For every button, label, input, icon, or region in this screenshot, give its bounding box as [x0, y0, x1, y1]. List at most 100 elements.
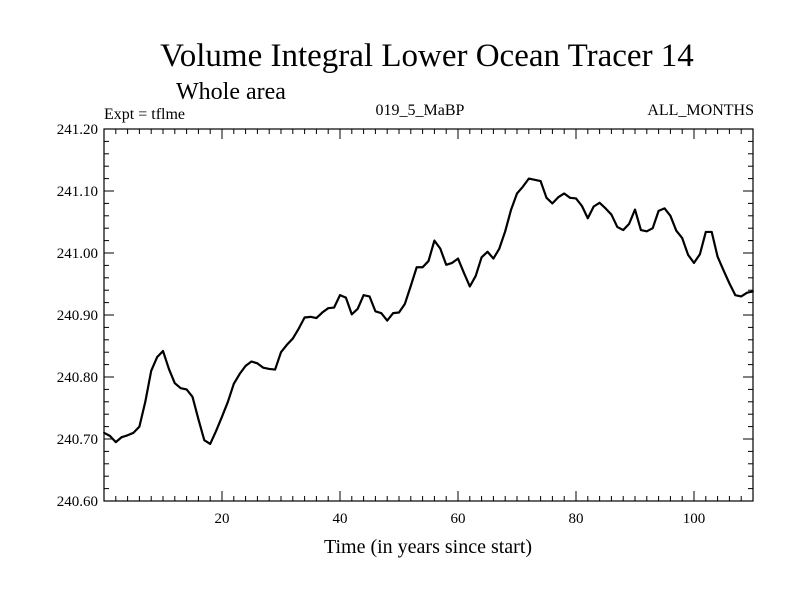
period-label: ALL_MONTHS	[647, 102, 754, 119]
data-point	[522, 185, 524, 188]
chart-title: Volume Integral Lower Ocean Tracer 14	[160, 38, 694, 74]
data-point	[409, 284, 412, 287]
data-point	[687, 253, 689, 256]
data-point	[539, 180, 542, 182]
data-point	[492, 257, 495, 260]
data-point	[551, 202, 554, 205]
data-point	[699, 253, 701, 256]
data-point	[144, 400, 147, 403]
data-point	[103, 431, 105, 434]
x-tick-labels: 20 40 60 80 100	[215, 511, 706, 527]
data-point	[356, 307, 359, 310]
data-point	[274, 368, 276, 371]
x-tick-label: 60	[451, 511, 466, 527]
data-point	[628, 222, 630, 225]
data-point	[675, 229, 678, 232]
data-point	[474, 275, 477, 277]
data-point	[126, 434, 129, 437]
data-point	[179, 387, 182, 390]
data-point	[404, 302, 406, 305]
data-point	[197, 418, 200, 421]
data-point	[168, 368, 170, 370]
y-tick-label: 240.80	[57, 370, 98, 386]
data-point	[710, 231, 713, 233]
expt-label: Expt = tflme	[104, 106, 185, 123]
data-points	[103, 177, 754, 445]
y-tick-label: 240.70	[57, 432, 98, 448]
data-point	[557, 196, 560, 199]
data-point	[533, 178, 536, 181]
plot-frame	[103, 128, 754, 502]
data-point	[498, 247, 501, 250]
run-label: 019_5_MaBP	[376, 102, 465, 119]
data-point	[138, 425, 141, 428]
data-point	[339, 294, 341, 297]
data-point	[575, 197, 577, 200]
data-point	[527, 177, 530, 180]
chart-subtitle: Whole area	[176, 79, 286, 105]
data-point	[545, 196, 548, 199]
data-point	[592, 205, 595, 208]
data-point	[645, 230, 648, 233]
data-point	[162, 350, 164, 352]
y-tick-label: 241.00	[57, 246, 98, 262]
y-tick-labels: 240.60 240.70 240.80 240.90 241.00 241.10 241.…	[57, 122, 98, 510]
data-point	[303, 316, 306, 319]
data-point	[132, 431, 135, 434]
data-point	[516, 192, 518, 195]
data-point	[480, 256, 483, 259]
data-point	[392, 312, 394, 315]
data-point	[457, 257, 459, 260]
data-point	[374, 310, 377, 313]
data-point	[327, 307, 330, 310]
data-point	[109, 435, 111, 437]
data-point	[380, 312, 383, 315]
data-point	[451, 262, 453, 264]
data-point	[114, 441, 117, 443]
data-point	[610, 213, 613, 216]
data-point	[250, 360, 253, 363]
data-point	[586, 217, 589, 220]
data-point	[238, 373, 241, 375]
data-point	[598, 201, 601, 204]
data-point	[309, 315, 312, 318]
x-tick-label: 40	[333, 511, 348, 527]
data-point	[651, 227, 654, 230]
data-point	[616, 226, 619, 228]
data-point	[569, 196, 571, 199]
data-point	[203, 439, 206, 442]
data-point	[634, 208, 636, 211]
data-point	[120, 436, 123, 439]
data-point	[704, 231, 707, 233]
data-point	[398, 311, 400, 314]
axis-ticks	[104, 129, 753, 501]
data-point	[740, 295, 743, 298]
data-point	[215, 430, 218, 432]
data-point	[463, 271, 465, 274]
data-point	[232, 382, 235, 385]
data-point	[427, 260, 430, 262]
y-tick-label: 240.60	[57, 494, 98, 510]
data-point	[150, 369, 153, 372]
data-point	[716, 255, 719, 258]
data-point	[321, 311, 324, 314]
y-tick-label: 241.20	[57, 122, 98, 138]
data-point	[280, 351, 282, 354]
data-point	[622, 229, 625, 231]
data-point	[191, 395, 194, 398]
data-point	[156, 356, 159, 359]
data-point	[173, 382, 176, 385]
data-point	[291, 337, 294, 340]
data-point	[486, 250, 489, 253]
data-point	[657, 209, 660, 212]
data-point	[681, 237, 684, 240]
data-point	[185, 388, 188, 391]
data-point	[581, 204, 583, 207]
data-point	[350, 313, 353, 316]
data-point	[728, 282, 731, 285]
data-point	[315, 317, 318, 319]
data-point	[504, 230, 507, 233]
data-point	[468, 285, 471, 288]
data-point	[752, 290, 754, 293]
y-tick-label: 240.90	[57, 308, 98, 324]
